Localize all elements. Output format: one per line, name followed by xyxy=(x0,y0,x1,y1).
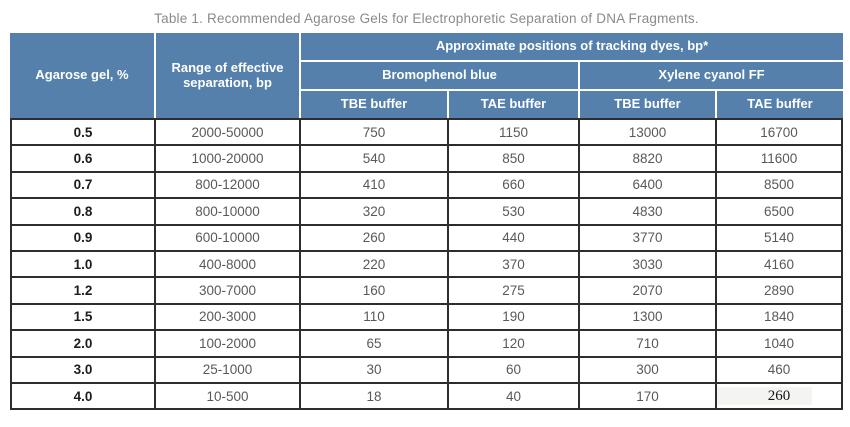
bromophenol-tae-cell: 1150 xyxy=(449,118,580,147)
bromophenol-tae-cell: 530 xyxy=(449,199,580,226)
xylene-tae-cell: 8500 xyxy=(717,172,844,200)
header-bromophenol-blue: Bromophenol blue xyxy=(301,62,580,91)
table-row: 0.8 800-10000 320 530 4830 6500 xyxy=(10,199,844,226)
bromophenol-tbe-cell: 260 xyxy=(301,225,449,252)
gel-percent-cell: 2.0 xyxy=(10,331,156,358)
gel-percent-cell: 3.0 xyxy=(10,357,156,384)
bromophenol-tae-cell: 60 xyxy=(449,357,580,384)
bromophenol-tbe-cell: 160 xyxy=(301,278,449,305)
table-body: 0.5 2000-50000 750 1150 13000 16700 0.6 1000-20… xyxy=(10,118,844,411)
xylene-tae-cell: 4160 xyxy=(717,251,844,279)
bromophenol-tbe-cell: 18 xyxy=(301,383,449,411)
gel-percent-cell: 4.0 xyxy=(10,383,156,411)
xylene-tae-cell: 1040 xyxy=(717,331,844,358)
separation-range-cell: 1000-20000 xyxy=(156,146,301,173)
table-row: 1.0 400-8000 220 370 3030 4160 xyxy=(10,251,844,279)
bromophenol-tbe-cell: 540 xyxy=(301,146,449,173)
gel-percent-cell: 1.0 xyxy=(10,251,156,279)
xylene-tbe-cell: 3030 xyxy=(580,251,717,279)
separation-range-cell: 800-12000 xyxy=(156,172,301,200)
header-tracking-dyes: Approximate positions of tracking dyes, … xyxy=(301,33,844,62)
xylene-tbe-cell: 8820 xyxy=(580,146,717,173)
edited-value: 260 xyxy=(767,387,791,404)
header-bromophenol-tae-buffer: TAE buffer xyxy=(449,91,580,118)
xylene-tae-cell: 6500 xyxy=(717,199,844,226)
bromophenol-tbe-cell: 30 xyxy=(301,357,449,384)
header-xylene-tbe-buffer: TBE buffer xyxy=(580,91,717,118)
separation-range-cell: 100-2000 xyxy=(156,331,301,358)
table-row: 3.0 25-1000 30 60 300 460 xyxy=(10,357,844,384)
xylene-tbe-cell: 2070 xyxy=(580,278,717,305)
header-xylene-tae-buffer: TAE buffer xyxy=(717,91,844,118)
xylene-tbe-cell: 4830 xyxy=(580,199,717,226)
bromophenol-tae-cell: 440 xyxy=(449,225,580,252)
bromophenol-tbe-cell: 110 xyxy=(301,304,449,332)
table-header: Agarose gel, % Range of effective separa… xyxy=(10,33,844,118)
bromophenol-tbe-cell: 410 xyxy=(301,172,449,200)
header-row-2: Bromophenol blue Xylene cyanol FF xyxy=(10,62,844,91)
xylene-tae-cell: 1840 xyxy=(717,304,844,332)
gel-percent-cell: 1.5 xyxy=(10,304,156,332)
xylene-tae-cell: 5140 xyxy=(717,225,844,252)
xylene-tae-cell: 460 xyxy=(717,357,844,384)
bromophenol-tae-cell: 120 xyxy=(449,331,580,358)
bromophenol-tae-cell: 660 xyxy=(449,172,580,200)
xylene-tae-cell: 16700 xyxy=(717,118,844,147)
header-row-1: Agarose gel, % Range of effective separa… xyxy=(10,33,844,118)
header-bromophenol-tbe-buffer: TBE buffer xyxy=(301,91,449,118)
gel-percent-cell: 0.7 xyxy=(10,172,156,200)
separation-range-cell: 300-7000 xyxy=(156,278,301,305)
xylene-tbe-cell: 1300 xyxy=(580,304,717,332)
gel-percent-cell: 0.9 xyxy=(10,225,156,252)
header-agarose-gel: Agarose gel, % xyxy=(10,33,156,118)
separation-range-cell: 2000-50000 xyxy=(156,118,301,147)
separation-range-cell: 400-8000 xyxy=(156,251,301,279)
xylene-tbe-cell: 6400 xyxy=(580,172,717,200)
separation-range-cell: 200-3000 xyxy=(156,304,301,332)
header-separation-range: Range of effective separation, bp xyxy=(156,33,301,118)
table-row: 1.5 200-3000 110 190 1300 1840 xyxy=(10,304,844,332)
table-row: 1.2 300-7000 160 275 2070 2890 xyxy=(10,278,844,305)
separation-range-cell: 800-10000 xyxy=(156,199,301,226)
gel-percent-cell: 0.8 xyxy=(10,199,156,226)
separation-range-cell: 25-1000 xyxy=(156,357,301,384)
bromophenol-tae-cell: 850 xyxy=(449,146,580,173)
xylene-tae-cell: 260 xyxy=(717,383,844,411)
table-row: 0.7 800-12000 410 660 6400 8500 xyxy=(10,172,844,200)
table-title: Table 1. Recommended Agarose Gels for El… xyxy=(154,11,699,26)
gel-percent-cell: 1.2 xyxy=(10,278,156,305)
xylene-tbe-cell: 710 xyxy=(580,331,717,358)
separation-range-cell: 10-500 xyxy=(156,383,301,411)
table-row: 0.5 2000-50000 750 1150 13000 16700 xyxy=(10,118,844,147)
header-xylene-cyanol: Xylene cyanol FF xyxy=(580,62,844,91)
xylene-tbe-cell: 13000 xyxy=(580,118,717,147)
header-row-3: TBE buffer TAE buffer TBE buffer TAE buf… xyxy=(10,91,844,118)
xylene-tbe-cell: 3770 xyxy=(580,225,717,252)
agarose-gel-table: Agarose gel, % Range of effective separa… xyxy=(10,33,844,411)
xylene-tbe-cell: 170 xyxy=(580,383,717,411)
xylene-tae-cell: 11600 xyxy=(717,146,844,173)
gel-percent-cell: 0.5 xyxy=(10,118,156,147)
bromophenol-tbe-cell: 750 xyxy=(301,118,449,147)
gel-percent-cell: 0.6 xyxy=(10,146,156,173)
table-row: 4.0 10-500 18 40 170 260 xyxy=(10,383,844,411)
bromophenol-tbe-cell: 320 xyxy=(301,199,449,226)
table-row: 2.0 100-2000 65 120 710 1040 xyxy=(10,331,844,358)
xylene-tbe-cell: 300 xyxy=(580,357,717,384)
table-row: 0.9 600-10000 260 440 3770 5140 xyxy=(10,225,844,252)
bromophenol-tbe-cell: 65 xyxy=(301,331,449,358)
xylene-tae-cell: 2890 xyxy=(717,278,844,305)
bromophenol-tbe-cell: 220 xyxy=(301,251,449,279)
bromophenol-tae-cell: 275 xyxy=(449,278,580,305)
table-row: 0.6 1000-20000 540 850 8820 11600 xyxy=(10,146,844,173)
separation-range-cell: 600-10000 xyxy=(156,225,301,252)
bromophenol-tae-cell: 190 xyxy=(449,304,580,332)
bromophenol-tae-cell: 370 xyxy=(449,251,580,279)
bromophenol-tae-cell: 40 xyxy=(449,383,580,411)
